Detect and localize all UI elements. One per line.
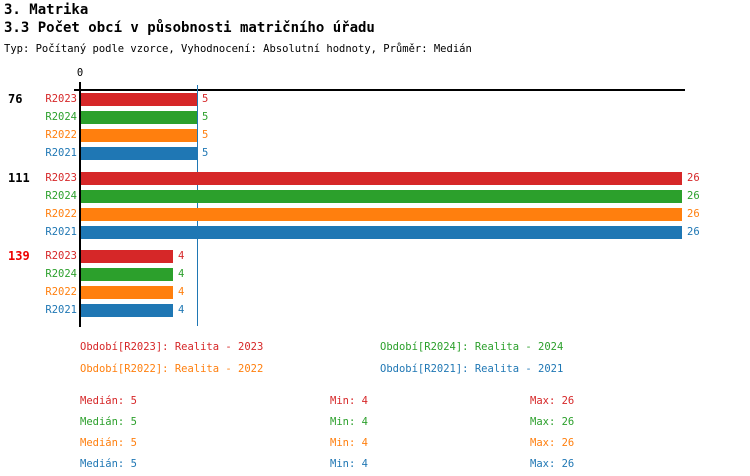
value-label: 26 bbox=[687, 172, 700, 184]
bar bbox=[81, 93, 197, 106]
y-axis-line bbox=[79, 82, 81, 327]
value-label: 26 bbox=[687, 226, 700, 238]
row-label: R2021 bbox=[45, 304, 77, 316]
row-label: R2023 bbox=[45, 250, 77, 262]
stat-max: Max: 26 bbox=[530, 416, 575, 428]
value-label: 5 bbox=[202, 147, 209, 159]
legend-item: Období[R2023]: Realita - 2023 bbox=[80, 341, 264, 353]
row-label: R2023 bbox=[45, 93, 77, 105]
value-label: 26 bbox=[687, 208, 700, 220]
row-label: R2024 bbox=[45, 268, 77, 280]
axis-zero-label: 0 bbox=[76, 67, 84, 79]
bar bbox=[81, 111, 197, 124]
x-axis-line bbox=[74, 89, 685, 91]
row-label: R2021 bbox=[45, 147, 77, 159]
legend-item: Období[R2024]: Realita - 2024 bbox=[380, 341, 564, 353]
value-label: 4 bbox=[178, 268, 185, 280]
stat-min: Min: 4 bbox=[330, 416, 368, 428]
chart-title: 3.3 Počet obcí v působnosti matričního ú… bbox=[4, 20, 375, 36]
median-line bbox=[197, 85, 198, 326]
row-label: R2022 bbox=[45, 129, 77, 141]
stat-median: Medián: 5 bbox=[80, 395, 137, 407]
row-label: R2024 bbox=[45, 190, 77, 202]
stat-median: Medián: 5 bbox=[80, 437, 137, 449]
bar bbox=[81, 208, 682, 221]
stat-max: Max: 26 bbox=[530, 437, 575, 449]
bar bbox=[81, 286, 173, 299]
value-label: 4 bbox=[178, 304, 185, 316]
legend-item: Období[R2022]: Realita - 2022 bbox=[80, 363, 264, 375]
stat-max: Max: 26 bbox=[530, 395, 575, 407]
bar bbox=[81, 304, 173, 317]
value-label: 5 bbox=[202, 129, 209, 141]
bar bbox=[81, 268, 173, 281]
bar bbox=[81, 190, 682, 203]
row-label: R2024 bbox=[45, 111, 77, 123]
stat-min: Min: 4 bbox=[330, 458, 368, 470]
group-label: 76 bbox=[8, 92, 23, 106]
row-label: R2021 bbox=[45, 226, 77, 238]
value-label: 5 bbox=[202, 93, 209, 105]
stat-max: Max: 26 bbox=[530, 458, 575, 470]
stat-median: Medián: 5 bbox=[80, 458, 137, 470]
row-label: R2023 bbox=[45, 172, 77, 184]
bar bbox=[81, 226, 682, 239]
chart-meta: Typ: Počítaný podle vzorce, Vyhodnocení:… bbox=[4, 43, 472, 55]
value-label: 4 bbox=[178, 250, 185, 262]
bar bbox=[81, 172, 682, 185]
stat-median: Medián: 5 bbox=[80, 416, 137, 428]
row-label: R2022 bbox=[45, 286, 77, 298]
page-title: 3. Matrika bbox=[4, 2, 89, 18]
bar bbox=[81, 250, 173, 263]
value-label: 4 bbox=[178, 286, 185, 298]
bar bbox=[81, 129, 197, 142]
legend-item: Období[R2021]: Realita - 2021 bbox=[380, 363, 564, 375]
value-label: 5 bbox=[202, 111, 209, 123]
group-label: 139 bbox=[8, 249, 30, 263]
stat-min: Min: 4 bbox=[330, 437, 368, 449]
group-label: 111 bbox=[8, 171, 30, 185]
row-label: R2022 bbox=[45, 208, 77, 220]
bar bbox=[81, 147, 197, 160]
value-label: 26 bbox=[687, 190, 700, 202]
stat-min: Min: 4 bbox=[330, 395, 368, 407]
